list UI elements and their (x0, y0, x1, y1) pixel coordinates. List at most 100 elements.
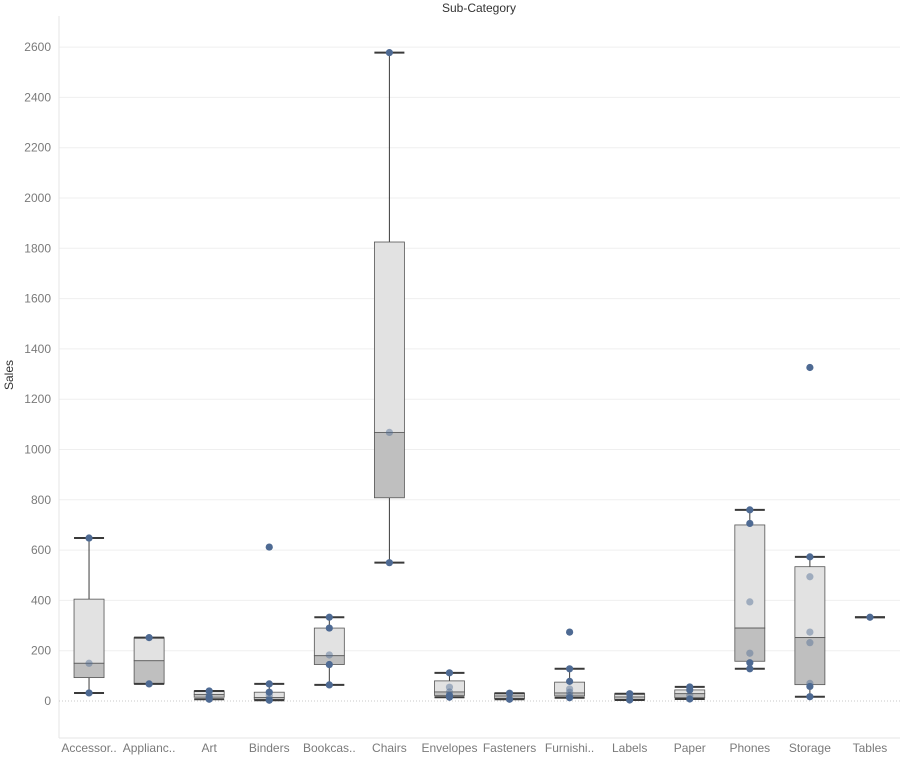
data-point[interactable] (566, 688, 574, 696)
upper-box (794, 566, 826, 639)
x-tick-label: Chairs (372, 741, 407, 755)
data-point[interactable] (505, 689, 514, 697)
y-tick-label: 1600 (24, 292, 51, 306)
box-plot-applianc[interactable] (133, 634, 165, 688)
box-plot-storage[interactable] (794, 363, 826, 701)
x-tick-label: Art (202, 741, 218, 755)
box-plot-binders[interactable] (253, 543, 285, 704)
box-plot-envelopes[interactable] (434, 669, 465, 701)
y-tick-label: 800 (31, 493, 51, 507)
data-point[interactable] (325, 613, 333, 621)
data-point[interactable] (806, 639, 814, 647)
data-point[interactable] (265, 688, 273, 696)
data-point[interactable] (445, 691, 454, 700)
data-point[interactable] (806, 693, 814, 701)
data-point[interactable] (205, 687, 213, 695)
data-point[interactable] (265, 696, 273, 704)
box-plot-furnishi[interactable] (554, 628, 586, 702)
data-point[interactable] (566, 691, 574, 700)
data-point[interactable] (806, 363, 814, 372)
box-plot-tables[interactable] (854, 613, 885, 621)
data-point[interactable] (265, 680, 273, 688)
data-point[interactable] (85, 659, 93, 667)
box-plots (73, 49, 885, 704)
data-point[interactable] (866, 613, 874, 621)
data-point[interactable] (806, 682, 814, 691)
lower-box (734, 627, 766, 662)
x-tick-label: Bookcas.. (303, 741, 356, 755)
data-point[interactable] (445, 688, 454, 696)
data-point[interactable] (746, 659, 754, 667)
x-tick-label: Envelopes (421, 741, 477, 755)
data-point[interactable] (686, 683, 694, 691)
box-plot-labels[interactable] (614, 690, 646, 704)
data-point[interactable] (445, 683, 454, 691)
y-tick-label: 2400 (24, 90, 51, 104)
data-point[interactable] (145, 634, 153, 642)
y-tick-label: 200 (31, 644, 51, 658)
y-tick-label: 1200 (24, 392, 51, 406)
y-tick-label: 2000 (24, 191, 51, 205)
data-point[interactable] (385, 49, 393, 57)
data-point[interactable] (566, 665, 574, 673)
data-point[interactable] (566, 685, 574, 693)
y-tick-label: 600 (31, 543, 51, 557)
lower-box (73, 662, 105, 679)
box-plot-art[interactable] (193, 687, 225, 703)
data-point[interactable] (806, 628, 814, 636)
data-point[interactable] (265, 543, 273, 551)
data-point[interactable] (686, 691, 694, 700)
x-tick-label: Furnishi.. (545, 741, 594, 755)
upper-box (734, 524, 766, 629)
data-point[interactable] (325, 624, 333, 632)
x-tick-label: Labels (612, 741, 647, 755)
y-axis-ticks: 0 200 400 600 800 1000 1200 1400 1600 1800 2000 220… (24, 40, 51, 708)
gridlines (59, 46, 900, 652)
x-tick-label: Binders (249, 741, 290, 755)
data-point[interactable] (385, 559, 393, 567)
y-tick-label: 1800 (24, 241, 51, 255)
box-plot-bookcas[interactable] (313, 613, 345, 689)
box-plot-accessor[interactable] (73, 534, 105, 697)
data-point[interactable] (806, 679, 814, 687)
data-point[interactable] (325, 660, 333, 669)
data-point[interactable] (806, 553, 814, 561)
box-plot-paper[interactable] (674, 683, 706, 703)
data-point[interactable] (325, 681, 333, 689)
data-point[interactable] (445, 669, 454, 677)
x-tick-label: Phones (729, 741, 770, 755)
data-point[interactable] (85, 689, 93, 697)
data-point[interactable] (385, 428, 393, 436)
data-point[interactable] (686, 695, 694, 703)
data-point[interactable] (325, 651, 333, 659)
data-point[interactable] (806, 573, 814, 581)
data-point[interactable] (626, 690, 634, 698)
data-point[interactable] (566, 677, 574, 685)
data-point[interactable] (746, 519, 754, 528)
y-tick-label: 400 (31, 593, 51, 607)
data-point[interactable] (566, 628, 574, 636)
data-point[interactable] (566, 694, 574, 702)
y-tick-label: 2600 (24, 40, 51, 54)
box-plot-chairs[interactable] (373, 49, 405, 567)
data-point[interactable] (85, 534, 93, 542)
data-point[interactable] (205, 693, 213, 701)
data-point[interactable] (265, 695, 273, 703)
y-tick-label: 1400 (24, 342, 51, 356)
x-tick-label: Applianc.. (123, 741, 176, 755)
upper-box (73, 598, 105, 664)
data-point[interactable] (505, 695, 514, 703)
data-point[interactable] (746, 649, 754, 657)
upper-box (373, 241, 405, 433)
box-plot-phones[interactable] (734, 506, 766, 673)
data-point[interactable] (626, 696, 634, 704)
lower-box (794, 637, 826, 686)
lower-box (373, 431, 405, 499)
data-point[interactable] (145, 680, 153, 688)
data-point[interactable] (746, 665, 754, 673)
data-point[interactable] (746, 506, 754, 514)
y-tick-label: 0 (44, 694, 51, 708)
data-point[interactable] (746, 598, 754, 606)
box-plot-fasteners[interactable] (494, 689, 525, 703)
